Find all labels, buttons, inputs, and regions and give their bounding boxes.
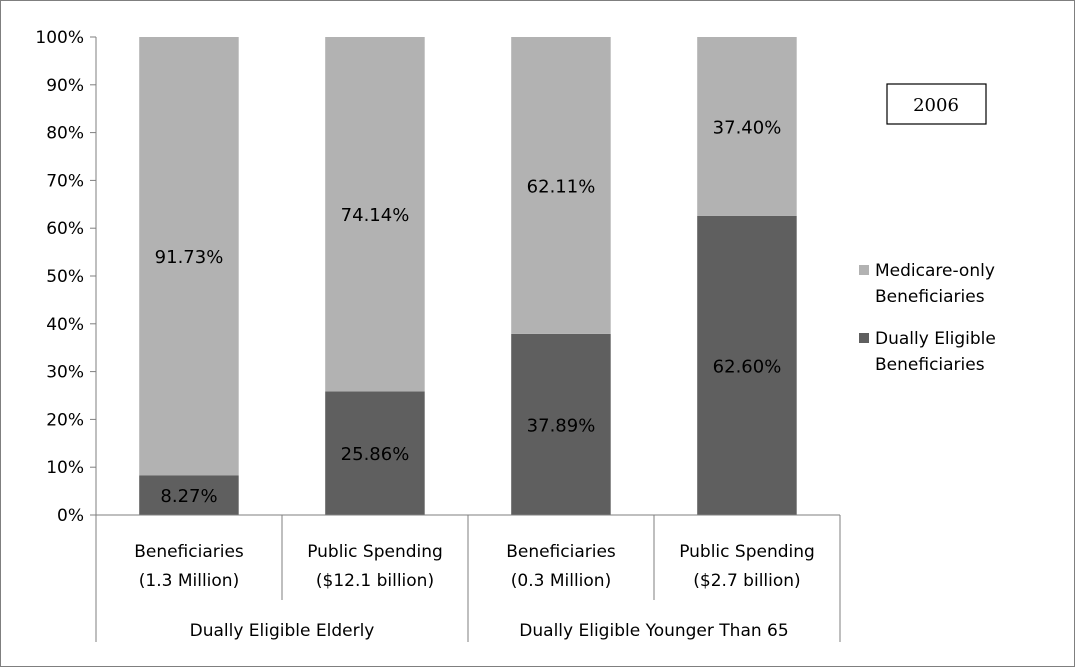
x-category-label-3: ($2.7 billion) — [693, 571, 800, 591]
bar-segment-dually-eligible-3 — [697, 215, 797, 516]
bar-segment-medicare-only-0 — [139, 37, 239, 476]
data-label-dually-eligible-3: 62.60% — [713, 356, 782, 377]
x-category-label-3: Public Spending — [679, 542, 815, 562]
data-label-dually-eligible-1: 25.86% — [341, 444, 410, 465]
x-group-label-1: Dually Eligible Younger Than 65 — [519, 621, 788, 641]
y-tick-label: 50% — [46, 267, 84, 287]
legend-label-dually-eligible: Dually Eligible Beneficiaries — [875, 329, 1001, 375]
y-tick-label: 30% — [46, 363, 84, 383]
y-tick-label: 0% — [57, 506, 84, 526]
x-category-label-0: Beneficiaries — [134, 542, 244, 562]
data-label-medicare-only-1: 74.14% — [341, 205, 410, 226]
x-category-label-2: (0.3 Million) — [511, 571, 611, 591]
bar-segment-dually-eligible-0 — [139, 475, 239, 515]
x-category-label-1: ($12.1 billion) — [316, 571, 434, 591]
bar-segment-dually-eligible-1 — [325, 391, 425, 515]
legend-swatch-dually-eligible — [859, 333, 869, 343]
axes-layer: 0% 10% 20% 30% 40% 50% 60% 70% 80% 90% 100% Benefic… — [35, 28, 841, 642]
y-tick-label: 10% — [46, 458, 84, 478]
data-label-medicare-only-3: 37.40% — [713, 117, 782, 138]
x-category-label-0: (1.3 Million) — [139, 571, 239, 591]
bar-segment-medicare-only-1 — [325, 37, 425, 392]
y-tick-label: 60% — [46, 219, 84, 239]
y-tick-label: 70% — [46, 171, 84, 191]
data-label-dually-eligible-2: 37.89% — [527, 415, 596, 436]
year-annotation: 2006 — [913, 95, 959, 116]
bar-segment-medicare-only-2 — [511, 37, 611, 334]
y-tick-label: 100% — [35, 28, 84, 48]
y-tick-label: 20% — [46, 410, 84, 430]
x-category-label-1: Public Spending — [307, 542, 443, 562]
bar-segment-medicare-only-3 — [697, 37, 797, 216]
year-annotation-box — [886, 83, 987, 125]
y-tick-label: 90% — [46, 76, 84, 96]
y-tick-label: 80% — [46, 124, 84, 144]
data-label-medicare-only-0: 91.73% — [155, 247, 224, 268]
data-label-medicare-only-2: 62.11% — [527, 176, 596, 197]
x-group-label-0: Dually Eligible Elderly — [190, 621, 375, 641]
bar-segment-dually-eligible-2 — [511, 333, 611, 515]
data-label-dually-eligible-0: 8.27% — [160, 486, 217, 507]
legend-label-medicare-only: Medicare-only Beneficiaries — [875, 261, 1000, 307]
y-tick-label: 40% — [46, 315, 84, 335]
data-labels-layer: 8.27% 91.73% 25.86% 74.14% 37.89% 62.11% 62.60… — [155, 117, 782, 507]
bars-layer — [139, 37, 797, 516]
legend-swatch-medicare-only — [859, 265, 869, 275]
x-category-label-2: Beneficiaries — [506, 542, 616, 562]
